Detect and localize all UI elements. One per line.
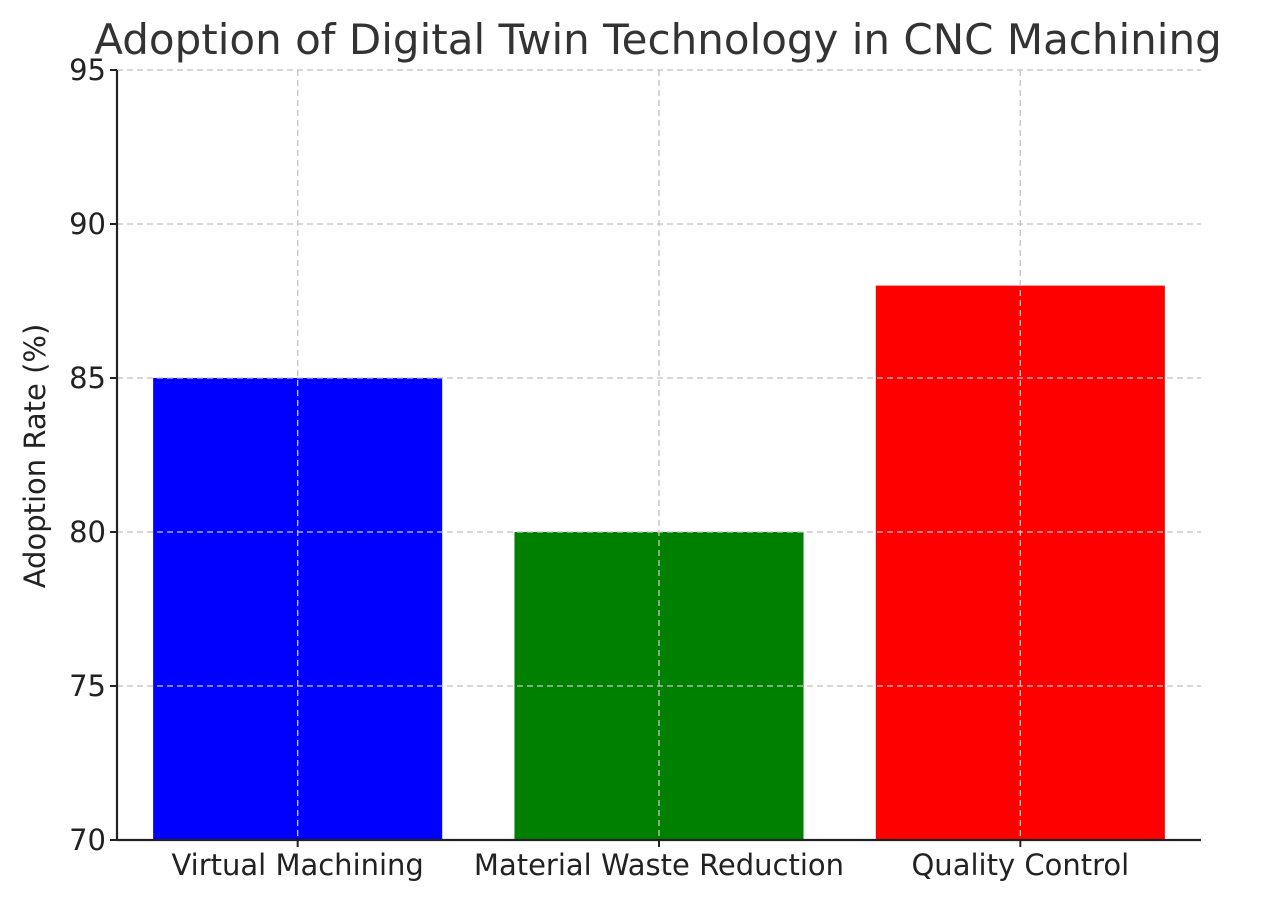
y-tick-label: 85 [69, 361, 106, 395]
y-tick-label: 80 [69, 515, 106, 549]
y-tick-label: 70 [69, 823, 106, 857]
chart-title: Adoption of Digital Twin Technology in C… [94, 15, 1222, 64]
y-tick-label: 75 [69, 669, 106, 703]
bars-layer [117, 69, 1201, 841]
labels-layer: 70 75 80 85 90 95 Virtual Machining Material Wa… [69, 53, 1129, 882]
x-tick-label: Quality Control [911, 848, 1129, 882]
x-tick-label: Material Waste Reduction [474, 848, 844, 882]
y-tick-label: 95 [69, 53, 106, 87]
y-axis-label: Adoption Rate (%) [18, 324, 52, 589]
axes-layer [110, 69, 1201, 847]
y-tick-label: 90 [69, 207, 106, 241]
x-tick-label: Virtual Machining [171, 848, 423, 882]
